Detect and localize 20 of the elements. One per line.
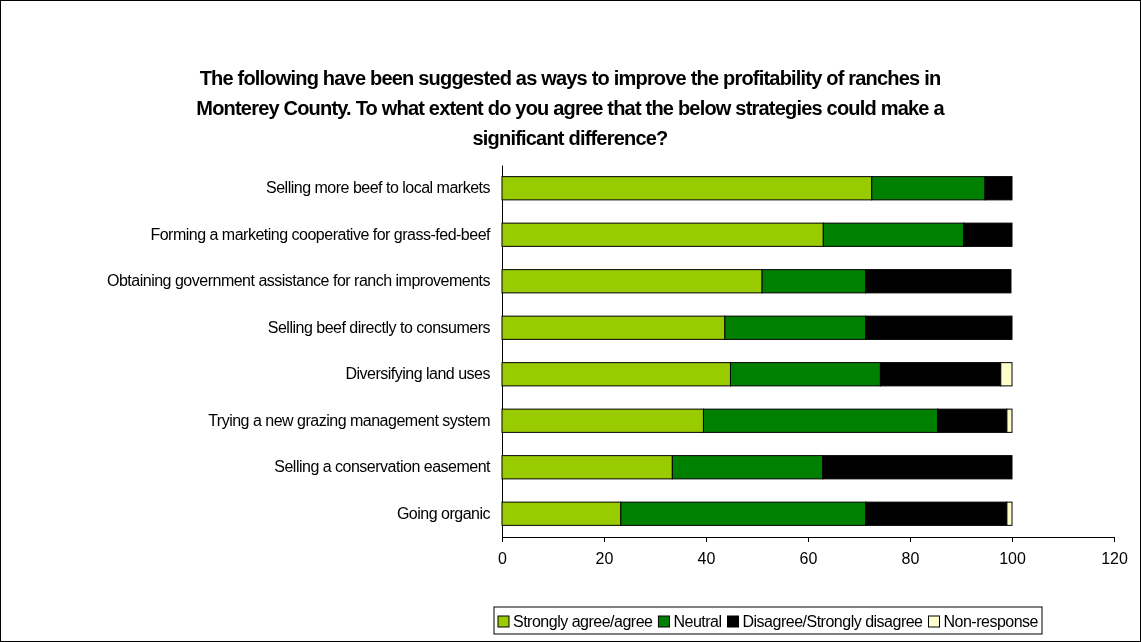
x-tick-label: 80	[901, 550, 920, 568]
y-tick-label: Trying a new grazing management system	[208, 411, 491, 429]
x-tick-label: 100	[999, 550, 1026, 568]
y-tick-label: Diversifying land uses	[345, 365, 491, 383]
x-tick-label: 20	[595, 550, 614, 568]
legend-label: Non-response	[943, 613, 1039, 630]
x-tick-label: 120	[1101, 550, 1128, 568]
legend-label: Neutral	[673, 613, 722, 630]
y-tick-label: Selling more beef to local markets	[266, 179, 491, 197]
x-tick-label: 40	[697, 550, 716, 568]
legend-label: Strongly agree/agree	[512, 613, 654, 630]
y-tick-label: Going organic	[396, 504, 491, 522]
y-tick-label: Selling a conservation easement	[274, 458, 492, 476]
y-tick-label: Obtaining government assistance for ranch improvements	[107, 272, 491, 290]
x-tick-label: 60	[799, 550, 818, 568]
y-tick-label: Selling beef directly to consumers	[267, 318, 491, 336]
legend-label: Disagree/Strongly disagree	[742, 613, 924, 630]
y-tick-label: Forming a marketing cooperative for grass-fed-beef	[150, 225, 492, 243]
x-tick-label: 0	[498, 550, 508, 568]
chart-title: The following have been suggested as ways to improve the profitability of ranches in Monterey County. To what extent do you agree that the below strategies could make a significant difference?	[196, 67, 946, 149]
